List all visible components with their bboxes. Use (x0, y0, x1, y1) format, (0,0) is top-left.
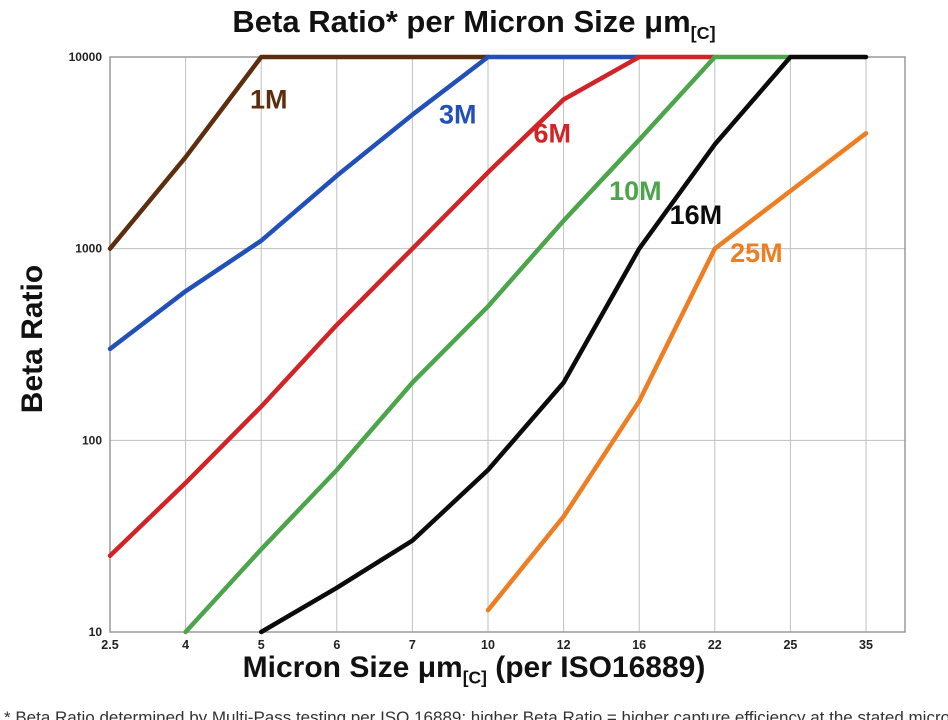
x-axis-label-subscript: [C] (462, 667, 487, 688)
series-line-6M (107, 54, 718, 558)
footnote-clipped: * Beta Ratio determined by Multi-Pass te… (4, 708, 948, 720)
series-label-10M: 10M (609, 176, 662, 206)
series-line-25M (485, 131, 869, 613)
x-tick-label: 22 (708, 638, 722, 652)
y-tick-label: 10 (89, 625, 103, 639)
chart-title-subscript: [C] (690, 22, 716, 43)
y-tick-label: 100 (82, 433, 102, 447)
chart-title: Beta Ratio* per Micron Size μm[C] (0, 4, 948, 44)
y-axis-label: Beta Ratio (16, 264, 49, 414)
x-tick-label: 5 (258, 638, 265, 652)
x-tick-label: 10 (481, 638, 495, 652)
series-line-3M (107, 54, 642, 352)
series-line-10M (183, 54, 793, 635)
series-label-16M: 16M (670, 200, 723, 230)
x-tick-label: 35 (859, 638, 873, 652)
x-tick-label: 6 (333, 638, 340, 652)
x-tick-label: 25 (783, 638, 797, 652)
x-tick-label: 16 (632, 638, 646, 652)
plot-border (109, 56, 906, 633)
y-tick-label: 1000 (75, 242, 102, 256)
series-line-1M (107, 54, 491, 251)
series-line-16M (258, 54, 869, 635)
y-tick-label: 10000 (69, 50, 103, 64)
x-tick-label: 2.5 (101, 638, 118, 652)
x-axis-label-suffix: (per ISO16889) (486, 651, 706, 684)
series-label-1M: 1M (250, 85, 288, 115)
series-label-6M: 6M (534, 118, 572, 148)
chart-title-main: Beta Ratio* per Micron Size μm (232, 4, 691, 39)
x-tick-label: 12 (557, 638, 571, 652)
x-tick-label: 7 (409, 638, 416, 652)
x-axis-label: Micron Size μm[C] (per ISO16889) (0, 651, 948, 689)
x-axis-label-prefix: Micron Size μm (242, 651, 463, 684)
series-label-3M: 3M (439, 100, 477, 130)
x-tick-label: 4 (182, 638, 189, 652)
series-label-25M: 25M (730, 238, 783, 268)
